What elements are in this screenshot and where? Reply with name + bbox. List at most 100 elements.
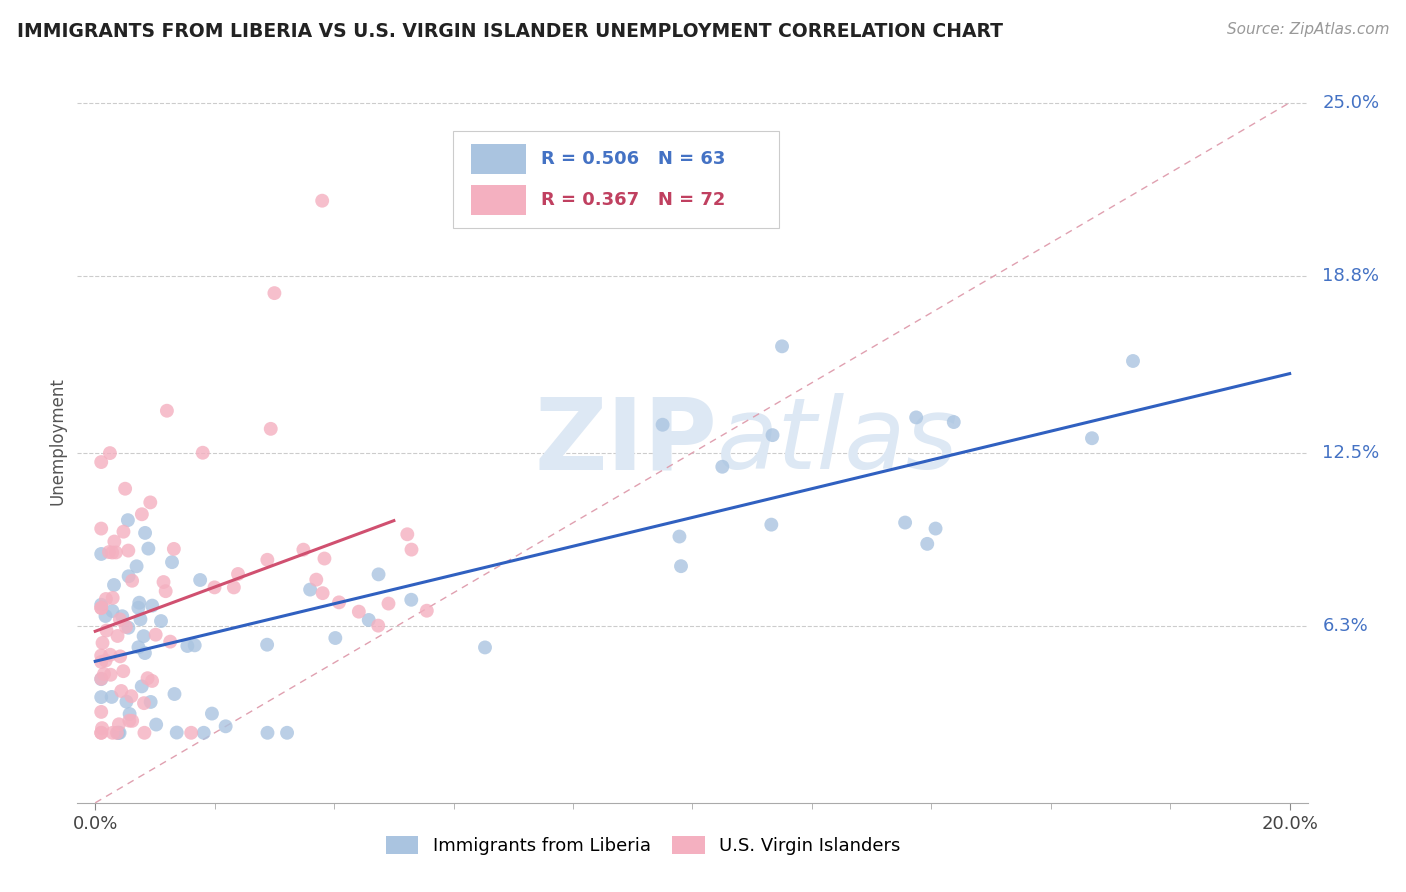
Point <box>942 415 965 429</box>
Point <box>416 604 439 618</box>
Text: 18.8%: 18.8% <box>1323 268 1379 285</box>
Point <box>94 592 117 607</box>
Point <box>159 634 181 648</box>
Text: 6.3%: 6.3% <box>1323 617 1368 635</box>
Text: Source: ZipAtlas.com: Source: ZipAtlas.com <box>1226 22 1389 37</box>
Bar <box>471 185 526 215</box>
Point <box>256 638 278 652</box>
Point <box>256 553 278 567</box>
Point <box>90 672 112 686</box>
Point <box>163 687 186 701</box>
Point <box>770 339 793 353</box>
Point <box>1122 354 1144 368</box>
Point <box>93 667 115 681</box>
Point <box>176 639 198 653</box>
Bar <box>471 144 526 174</box>
Point <box>117 543 139 558</box>
Point <box>117 513 139 527</box>
Point <box>112 524 135 539</box>
Point <box>367 618 389 632</box>
Point <box>101 591 124 605</box>
Point <box>127 640 149 655</box>
Point <box>180 726 202 740</box>
Point <box>110 684 132 698</box>
Point <box>131 508 153 522</box>
Point <box>141 673 163 688</box>
Point <box>105 726 128 740</box>
Point <box>118 706 141 721</box>
Point <box>357 613 380 627</box>
Point <box>115 695 138 709</box>
Point <box>91 721 114 735</box>
Point <box>129 612 152 626</box>
Point <box>120 689 142 703</box>
Point <box>204 580 226 594</box>
Point <box>191 446 214 460</box>
Point <box>90 648 112 663</box>
Point <box>90 455 112 469</box>
Point <box>101 545 124 559</box>
Point <box>401 592 423 607</box>
Point <box>100 690 122 704</box>
Point <box>90 726 112 740</box>
Point <box>305 573 328 587</box>
Point <box>150 614 173 628</box>
Point <box>90 672 112 686</box>
Point <box>108 717 131 731</box>
Text: 25.0%: 25.0% <box>1323 94 1379 112</box>
Point <box>100 667 122 681</box>
Point <box>90 655 112 669</box>
Point <box>323 631 346 645</box>
Point <box>155 584 177 599</box>
Point <box>90 690 112 704</box>
Point <box>132 629 155 643</box>
Point <box>90 547 112 561</box>
Point <box>139 695 162 709</box>
Point <box>668 529 690 543</box>
Point <box>108 612 131 626</box>
Point <box>256 726 278 740</box>
Point <box>214 719 236 733</box>
Point <box>894 516 917 530</box>
Point <box>188 573 211 587</box>
Text: atlas: atlas <box>717 393 959 490</box>
Point <box>117 621 139 635</box>
Point <box>121 714 143 728</box>
Point <box>101 604 124 618</box>
Point <box>104 545 127 559</box>
FancyBboxPatch shape <box>453 131 779 228</box>
Point <box>108 649 131 664</box>
Point <box>90 601 112 615</box>
Point <box>101 726 124 740</box>
Point <box>761 428 783 442</box>
Point <box>107 726 129 740</box>
Point <box>138 541 160 556</box>
Point <box>311 586 333 600</box>
Point <box>924 522 946 536</box>
Point <box>94 609 117 624</box>
Point <box>711 459 734 474</box>
Point <box>222 581 245 595</box>
Point <box>156 403 179 417</box>
Point <box>90 705 112 719</box>
Point <box>276 726 298 740</box>
Point <box>98 446 121 460</box>
Point <box>166 725 188 739</box>
Point <box>367 567 389 582</box>
Point <box>314 551 336 566</box>
Point <box>90 522 112 536</box>
Point <box>134 646 156 660</box>
Point <box>905 410 928 425</box>
Point <box>128 596 150 610</box>
Point <box>915 537 938 551</box>
Point <box>98 545 121 559</box>
Point <box>115 620 138 634</box>
Point <box>160 555 183 569</box>
Point <box>117 569 139 583</box>
Point <box>127 600 149 615</box>
Point <box>112 664 135 678</box>
Point <box>121 574 143 588</box>
Point <box>91 636 114 650</box>
Y-axis label: Unemployment: Unemployment <box>48 377 66 506</box>
Point <box>107 726 129 740</box>
